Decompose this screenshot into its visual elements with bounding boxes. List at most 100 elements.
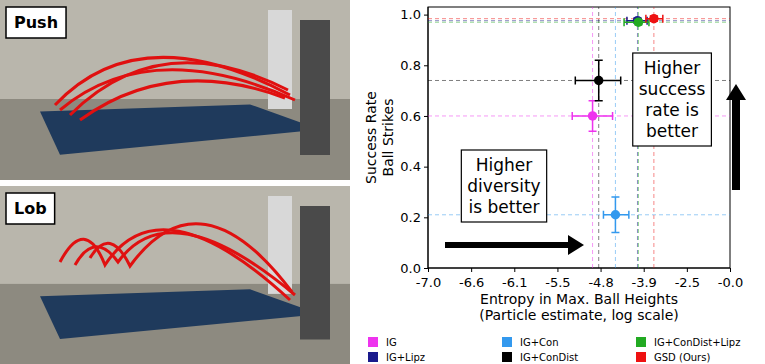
y-tick-label: 0.4 (400, 159, 421, 174)
x-tick-label: -3.9 (632, 275, 657, 290)
panel-floor (0, 284, 350, 364)
annotation-text: diversity (467, 176, 540, 196)
panel-floor (0, 99, 350, 180)
y-tick: 0.2 (400, 210, 428, 225)
y-error-bar (589, 101, 597, 131)
x-tick: -6.1 (502, 268, 527, 290)
legend-swatch (368, 352, 378, 362)
y-axis-title: Success Rate (363, 91, 379, 184)
y-tick-label: 1.0 (400, 7, 421, 22)
arrow-up (726, 84, 746, 190)
annotation-text: rate is (645, 100, 699, 120)
error-bars (603, 197, 628, 232)
x-tick: -2.5 (675, 268, 700, 290)
annotation-box (461, 150, 546, 222)
x-axis: -7.0 -6.6 -6.1 -5.5 -4.8 -3.9 -2.5 -0.0 (416, 268, 743, 290)
plot-area (428, 7, 730, 268)
point (634, 17, 643, 26)
y-reference-line (428, 22, 730, 23)
y-tick-label: 0.2 (400, 210, 421, 225)
y-tick-label: 0.0 (400, 261, 421, 276)
legend-label: IG+ConDist+Lipz (654, 337, 740, 348)
legend-swatch (502, 337, 512, 347)
annotation-text: Higher (644, 58, 701, 78)
y-reference-line (428, 20, 730, 21)
y-tick: 0.0 (400, 261, 428, 276)
x-tick-label: -5.5 (545, 275, 570, 290)
x-tick: -4.8 (588, 268, 613, 290)
x-tick-mark (471, 268, 472, 272)
y-tick: 0.4 (400, 159, 428, 174)
x-tick-label: -6.6 (459, 275, 484, 290)
error-bars (572, 101, 612, 131)
arrows (445, 84, 746, 255)
point (649, 14, 658, 23)
x-tick: -3.9 (632, 268, 657, 290)
y-error-bar (595, 60, 603, 101)
x-error-bar (575, 76, 620, 84)
x-tick-label: -2.5 (675, 275, 700, 290)
x-tick-mark (687, 268, 688, 272)
x-error-bar (572, 112, 612, 120)
photo-panel: Lob (0, 186, 350, 364)
y-axis-title: Ball Strikes (380, 99, 396, 177)
y-tick: 0.8 (400, 58, 428, 73)
x-error-bar (646, 15, 663, 23)
table (40, 104, 320, 154)
x-axis-line (428, 268, 730, 269)
person (300, 206, 330, 340)
panel-label-box (6, 193, 55, 224)
x-tick: -0.0 (718, 268, 743, 290)
x-tick-label: -7.0 (416, 275, 441, 290)
y-tick: 1.0 (400, 7, 428, 22)
y-axis-line (428, 7, 429, 268)
arrow-right (445, 235, 584, 255)
x-tick-label: -4.8 (588, 275, 613, 290)
annotation-box (633, 53, 712, 146)
annotation-text: better (646, 121, 698, 141)
annotation-text: Higher (476, 155, 533, 175)
table (40, 289, 320, 339)
legend-label: GSD (Ours) (654, 352, 710, 363)
person (300, 20, 330, 155)
x-tick-mark (428, 268, 429, 272)
trajectory (80, 81, 285, 120)
legend-label: IG+Con (520, 337, 559, 348)
annotation: Highersuccessrate isbetter (633, 53, 712, 146)
legend-label: IG+ConDist (520, 352, 578, 363)
y-reference-line (428, 18, 730, 19)
y-tick-mark (424, 65, 428, 66)
x-tick-label: -0.0 (718, 275, 743, 290)
annotation-text: is better (468, 197, 539, 217)
y-tick-mark (424, 15, 428, 16)
x-tick: -5.5 (545, 268, 570, 290)
x-error-bar (603, 211, 628, 219)
x-tick-label: -6.1 (502, 275, 527, 290)
y-tick-label: 0.8 (400, 58, 421, 73)
y-axis: 0.0 0.2 0.4 0.6 0.8 1.0 (400, 7, 428, 276)
reference-lines (428, 7, 730, 268)
y-error-bar (611, 197, 619, 232)
y-tick-label: 0.6 (400, 109, 421, 124)
legend-label: IG+Lipz (386, 352, 425, 363)
y-tick-mark (424, 268, 428, 269)
legend-label: IG (386, 337, 397, 348)
figure: Push Lob -7.0 -6.6 -6.1 -5.5 -4.8 -3.9 -2.5 -0.0 0… (0, 0, 765, 364)
legend-swatch (636, 352, 646, 362)
panel-label: Push (14, 13, 58, 32)
x-tick-mark (730, 268, 731, 272)
photo-panel: Push (0, 0, 350, 180)
point (611, 210, 620, 219)
plot-frame (428, 7, 730, 268)
x-tick-mark (644, 268, 645, 272)
x-tick-mark (514, 268, 515, 272)
panel-label: Lob (14, 199, 47, 218)
trajectory (90, 224, 292, 292)
panel-label-box (6, 7, 66, 38)
y-tick-mark (424, 167, 428, 168)
legend-swatch (502, 352, 512, 362)
legend-swatch (368, 337, 378, 347)
x-tick-mark (601, 268, 602, 272)
x-reference-line (598, 7, 599, 268)
error-bars (646, 15, 663, 23)
